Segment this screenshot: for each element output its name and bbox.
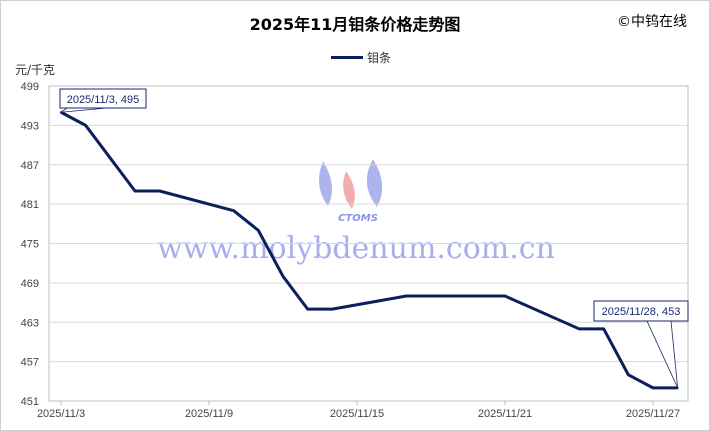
y-tick-label: 481	[21, 199, 39, 211]
y-tick-label: 463	[21, 317, 39, 329]
data-point	[479, 295, 482, 297]
x-tick-label: 2025/11/21	[478, 408, 532, 420]
y-tick-label: 451	[21, 396, 39, 408]
data-point	[282, 275, 284, 278]
y-tick-label: 469	[21, 278, 39, 290]
data-point	[84, 124, 87, 127]
data-point	[602, 327, 605, 330]
data-point	[257, 229, 260, 232]
data-point	[430, 295, 432, 297]
x-tick-label: 2025/11/27	[626, 408, 680, 420]
y-tick-label: 493	[21, 120, 39, 132]
legend-label: 钼条	[367, 51, 392, 65]
logo-shape	[366, 159, 383, 207]
legend-swatch	[331, 56, 363, 59]
y-axis-unit: 元/千克	[15, 63, 56, 77]
x-tick-label: 2025/11/3	[37, 408, 85, 420]
chart-title: 2025年11月钼条价格走势图	[249, 15, 461, 34]
data-point	[454, 295, 457, 297]
data-point	[232, 209, 235, 212]
data-point	[627, 373, 630, 376]
callout-pointer	[646, 320, 679, 389]
data-point	[405, 295, 408, 297]
y-tick-label: 499	[21, 81, 39, 93]
legend: 钼条	[331, 49, 391, 66]
x-tick-label: 2025/11/15	[330, 408, 384, 420]
y-tick-label: 457	[21, 357, 39, 369]
callout-box	[59, 88, 147, 109]
data-point	[109, 157, 112, 160]
y-tick-label: 475	[21, 239, 39, 251]
data-point	[306, 308, 309, 311]
data-point	[504, 295, 506, 297]
data-point	[331, 308, 334, 311]
data-point	[578, 327, 580, 330]
y-tick-label: 487	[21, 160, 39, 172]
data-label: 2025/11/3, 495	[67, 94, 140, 106]
callout-box	[593, 300, 689, 322]
x-tick-label: 2025/11/9	[185, 408, 233, 420]
logo-shape	[319, 161, 332, 206]
callout-pointer	[59, 107, 108, 113]
copyright-text: ©中钨在线	[617, 14, 687, 30]
watermark-text: www.molybdenum.com.cn	[157, 231, 555, 266]
data-point	[652, 386, 654, 389]
data-point	[134, 190, 136, 192]
data-point	[158, 190, 161, 192]
logo-text: CTOMS	[338, 213, 378, 224]
logo-shape	[343, 171, 355, 209]
series-line	[60, 110, 678, 390]
data-label: 2025/11/28, 453	[602, 306, 681, 318]
